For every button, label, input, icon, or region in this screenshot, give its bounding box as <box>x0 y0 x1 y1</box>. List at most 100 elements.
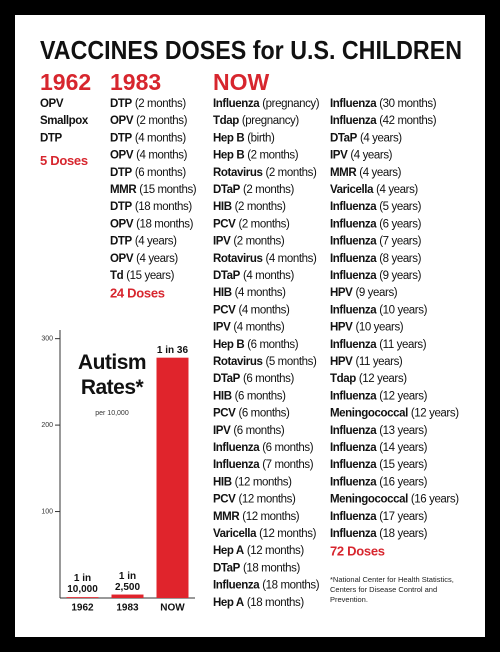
vaccine-detail: (15 years) <box>379 459 427 471</box>
vaccine-name: Influenza <box>213 98 260 110</box>
vaccine-detail: (15 months) <box>139 184 197 196</box>
column-heading: 1962 <box>40 69 91 95</box>
vaccine-name: Influenza <box>330 339 377 351</box>
vaccine-item: DTaP (2 months) <box>213 184 294 196</box>
vaccine-item: Influenza (42 months) <box>330 115 437 127</box>
vaccine-item: IPV (4 years) <box>330 150 393 162</box>
vaccine-item: DTP (4 months) <box>110 132 186 144</box>
vaccine-item: Influenza (7 years) <box>330 236 422 248</box>
vaccine-item: Rotavirus (4 months) <box>213 253 317 265</box>
vaccine-item: HIB (6 months) <box>213 390 286 402</box>
vaccine-detail: (4 months) <box>265 253 317 265</box>
vaccine-detail: (8 years) <box>379 253 421 265</box>
vaccine-item: HPV (10 years) <box>330 322 404 334</box>
vaccine-name: Influenza <box>213 442 260 454</box>
value-label: 1 in 36 <box>156 344 189 356</box>
vaccine-item: Hep B (birth) <box>213 132 275 144</box>
vaccine-detail: (6 months) <box>247 339 299 351</box>
vaccine-item: Influenza (7 months) <box>213 459 314 471</box>
vaccine-name: OPV <box>110 218 134 230</box>
vaccine-detail: (4 months) <box>135 132 187 144</box>
vaccine-item: DTaP (18 months) <box>213 562 300 574</box>
vaccine-item: DTP (18 months) <box>110 201 192 213</box>
vaccine-item: Influenza (12 years) <box>330 390 428 402</box>
vaccine-item: DTP <box>40 132 63 144</box>
vaccine-item: Varicella (12 months) <box>213 528 317 540</box>
vaccine-detail: (12 months) <box>238 494 296 506</box>
vaccine-name: IPV <box>330 150 348 162</box>
vaccine-name: Hep A <box>213 545 244 557</box>
vaccine-name: OPV <box>110 115 134 127</box>
vaccine-item: Influenza (15 years) <box>330 459 428 471</box>
vaccine-item: Tdap (12 years) <box>330 373 407 385</box>
vaccine-item: Influenza (16 years) <box>330 476 428 488</box>
vaccine-name: IPV <box>213 322 231 334</box>
vaccine-name: DTP <box>110 132 133 144</box>
vaccine-detail: (12 months) <box>259 528 317 540</box>
vaccine-name: MMR <box>110 184 137 196</box>
vaccine-item: Influenza (18 months) <box>213 580 320 592</box>
vaccine-detail: (12 years) <box>359 373 407 385</box>
vaccine-name: OPV <box>110 253 134 265</box>
vaccine-detail: (6 months) <box>135 167 187 179</box>
vaccine-item: Hep B (2 months) <box>213 150 299 162</box>
vaccine-item: IPV (2 months) <box>213 236 285 248</box>
vaccine-item: PCV (2 months) <box>213 218 290 230</box>
vaccine-name: DTaP <box>213 562 241 574</box>
vaccine-item: Influenza (14 years) <box>330 442 428 454</box>
panel <box>15 15 485 637</box>
vaccine-name: HPV <box>330 356 353 368</box>
bar <box>156 357 189 598</box>
vaccine-item: DTaP (4 years) <box>330 132 402 144</box>
vaccine-name: PCV <box>213 494 236 506</box>
y-tick-label: 300 <box>41 335 53 342</box>
vaccine-item: HIB (2 months) <box>213 201 286 213</box>
footnote: *National Center for Health Statistics, … <box>330 575 454 604</box>
vaccine-item: Td (15 years) <box>110 270 175 282</box>
vaccine-detail: (11 years) <box>355 356 402 368</box>
vaccine-item: Influenza (10 years) <box>330 304 428 316</box>
vaccine-name: Influenza <box>330 253 377 265</box>
vaccine-detail: (4 months) <box>243 270 295 282</box>
vaccine-name: Hep B <box>213 132 244 144</box>
vaccine-item: Influenza (6 years) <box>330 218 422 230</box>
value-label-box: 1 in 2,500 <box>114 570 141 593</box>
vaccine-item: Rotavirus (2 months) <box>213 167 317 179</box>
vaccine-detail: (6 months) <box>233 425 285 437</box>
vaccine-detail: (birth) <box>247 132 275 144</box>
vaccine-detail: (2 months) <box>243 184 295 196</box>
column-heading: 1983 <box>110 69 161 95</box>
vaccine-name: Influenza <box>213 580 260 592</box>
dose-total: 72 Doses <box>330 544 385 559</box>
vaccine-detail: (14 years) <box>379 442 427 454</box>
vaccine-name: IPV <box>213 425 231 437</box>
value-label: 1 in 2,500 <box>114 570 141 593</box>
vaccine-detail: (2 months) <box>265 167 317 179</box>
vaccine-item: HPV (9 years) <box>330 287 398 299</box>
bar <box>66 597 99 598</box>
value-label-box: 1 in 10,000 <box>67 573 98 596</box>
vaccine-detail: (6 months) <box>262 442 314 454</box>
vaccine-name: Influenza <box>213 459 260 471</box>
vaccine-detail: (18 months) <box>136 218 194 230</box>
vaccine-detail: (9 years) <box>379 270 421 282</box>
vaccine-detail: (4 months) <box>235 287 287 299</box>
vaccine-item: DTP (4 years) <box>110 236 177 248</box>
vaccine-name: Meningococcal <box>330 494 408 506</box>
vaccine-detail: (18 years) <box>379 528 427 540</box>
value-label: 1 in 10,000 <box>67 573 98 596</box>
vaccine-item: MMR (12 months) <box>213 511 300 523</box>
chart-title: Autism Rates* <box>77 351 147 399</box>
vaccine-name: DTP <box>110 167 133 179</box>
vaccine-detail: (12 years) <box>411 408 459 420</box>
vaccine-name: Influenza <box>330 528 377 540</box>
vaccine-name: Rotavirus <box>213 167 262 179</box>
vaccine-name: PCV <box>213 408 236 420</box>
vaccine-name: MMR <box>330 167 357 179</box>
vaccine-item: Hep B (6 months) <box>213 339 299 351</box>
vaccine-item: Influenza (9 years) <box>330 270 422 282</box>
vaccine-name: Influenza <box>330 442 377 454</box>
vaccine-name: Tdap <box>213 115 239 127</box>
